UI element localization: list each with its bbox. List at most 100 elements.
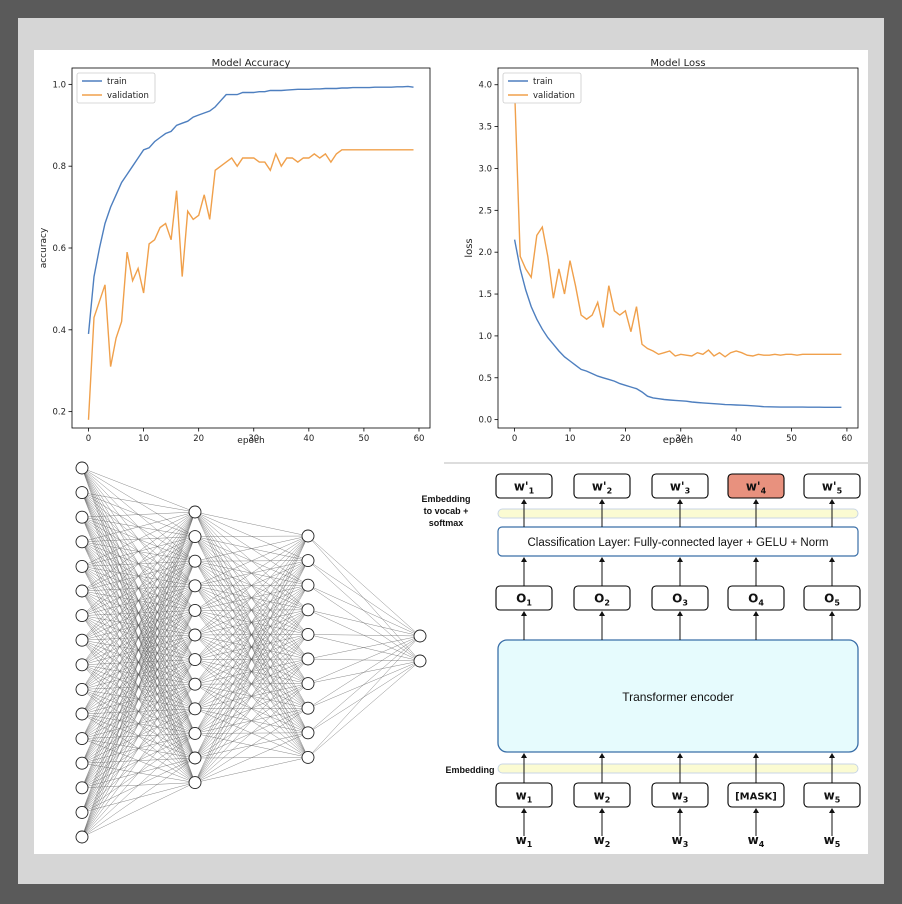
network-edge [194,535,309,734]
bert-mlm-diagram: Embedding to vocab + softmax Embedding C… [422,473,861,849]
neuron-node [75,535,89,549]
network-edge [81,511,196,567]
output-token-box [573,473,631,499]
network-edge [194,708,309,783]
output-token: w'1 [495,473,553,499]
network-edge [194,535,309,611]
accuracy-ytick-label: 0.2 [52,408,66,418]
encoder-output-token: O2 [573,585,631,611]
accuracy-legend-validation-label: validation [107,91,149,101]
network-edge [81,511,196,715]
embedding-to-vocab-label-line1: Embedding [422,494,471,504]
network-edge [81,610,196,838]
accuracy-x-ticks: 0 10 20 30 40 50 60 [86,434,425,444]
flow-arrow-head [599,753,605,758]
network-edge [81,536,196,838]
flow-arrow-head [829,808,835,813]
network-edge [81,511,196,739]
network-edge [81,782,196,838]
output-token-box [651,473,709,499]
neuron-node [301,603,315,617]
network-edge [194,535,309,562]
loss-chart: Model Loss epoch loss 0 10 20 30 40 50 6… [464,58,859,446]
network-edge [81,659,196,838]
loss-xtick-label: 40 [731,434,742,444]
encoder-output-token-subscript: 4 [758,599,764,608]
input-token: w5 [803,782,861,808]
raw-word: w5 [824,833,841,849]
neuron-node [188,554,202,568]
neuron-node [75,805,89,819]
neuron-node [301,701,315,715]
neuron-node [301,677,315,691]
figure-svg: Model Accuracy epoch accuracy 0 10 20 30… [39,58,868,849]
neuron-node [75,756,89,770]
encoder-output-token-box [803,585,861,611]
output-token-subscript: 1 [529,487,535,496]
neuron-node [301,726,315,740]
encoder-output-token: O3 [651,585,709,611]
neuron-node [75,486,89,500]
neuron-node [75,682,89,696]
output-token-box [803,473,861,499]
network-edge [81,511,196,641]
input-token-label: [MASK] [735,792,777,803]
raw-word-row: w1 w2 w3 w4 w5 [516,833,841,849]
loss-ytick-label: 0.0 [478,416,492,426]
neuron-node [301,652,315,666]
flow-arrow-head [829,499,835,504]
network-edge [307,635,421,684]
network-edge [307,585,421,637]
neuron-node [188,726,202,740]
network-edge [307,609,421,662]
input-token-box [573,782,631,808]
loss-ytick-label: 2.0 [478,248,492,258]
accuracy-ytick-label: 0.6 [52,244,66,254]
input-token-box [651,782,709,808]
neuron-node [188,603,202,617]
loss-ytick-label: 3.0 [478,164,492,174]
output-token-row: w'1 w'2 w'3 w'4 w'5 [495,473,861,499]
loss-xtick-label: 10 [565,434,576,444]
network-edge [81,511,196,690]
network-edge [81,511,196,518]
network-edge [194,757,309,783]
output-token: w'4 [727,473,785,499]
flow-arrow-head [521,753,527,758]
encoder-output-token-box [573,585,631,611]
network-edge [194,634,309,783]
encoder-output-token-subscript: 2 [604,599,610,608]
raw-word-subscript: 2 [605,840,611,849]
loss-xtick-label: 60 [842,434,853,444]
network-edge [81,708,196,838]
raw-word-label: w1 [516,833,533,849]
raw-word-label: w2 [594,833,611,849]
network-edge [307,560,421,637]
neuron-node [301,529,315,543]
loss-series-lines [494,84,848,432]
raw-word-label: w4 [748,833,765,849]
accuracy-ylabel: accuracy [39,227,49,268]
neuron-node [188,530,202,544]
encoder-output-token-subscript: 1 [526,599,532,608]
network-edge [81,757,196,838]
neuron-node [75,633,89,647]
network-edge [81,492,196,513]
network-edge [307,609,421,637]
neuron-node [301,750,315,764]
neuron-node [188,653,202,667]
accuracy-xtick-label: 50 [358,434,369,444]
network-edge [81,684,196,838]
flow-arrow-head [599,499,605,504]
network-edge [307,635,421,733]
loss-xtick-label: 50 [786,434,797,444]
raw-word-subscript: 3 [683,840,689,849]
accuracy-ytick-label: 0.8 [52,162,66,172]
encoder-output-row: O1 O2 O3 O4 O5 [495,585,861,611]
input-token-row: w1 w2 w3 [MASK] w5 [495,782,861,808]
neuron-node [188,776,202,790]
neuron-node [75,830,89,844]
flow-arrow-head [753,611,759,616]
neuron-node [188,628,202,642]
network-edge [194,658,309,783]
